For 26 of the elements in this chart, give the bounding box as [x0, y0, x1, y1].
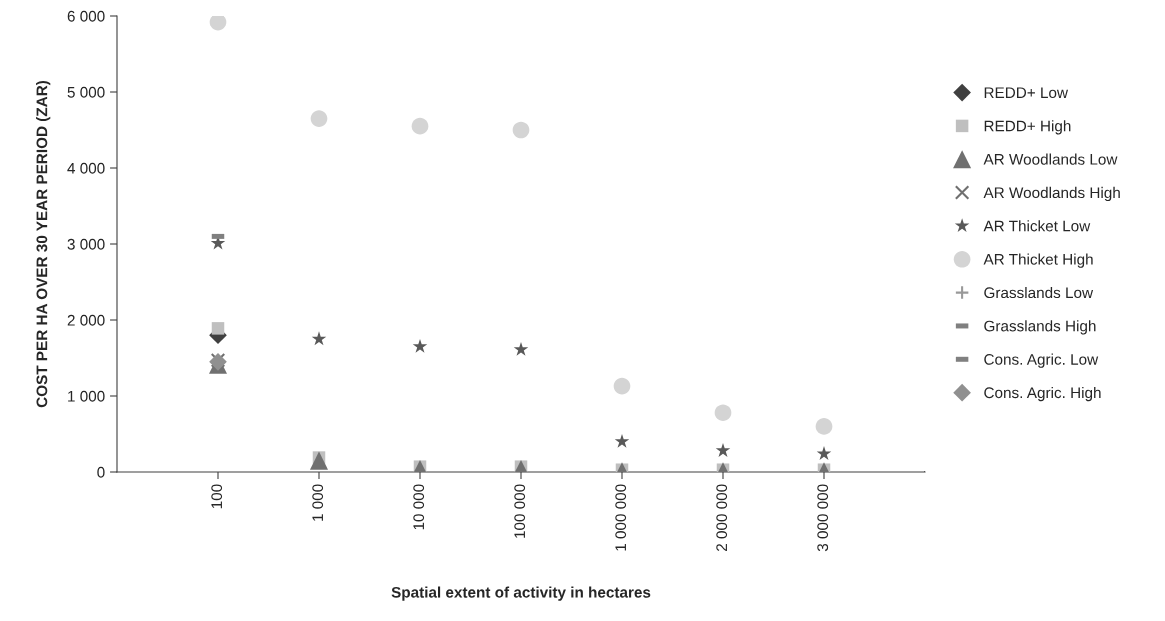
legend-label: Grasslands High [984, 320, 1096, 335]
x-tick-label: 100 000 [514, 484, 526, 538]
x-tick-label: 1 000 000 [615, 484, 627, 551]
legend-label: Cons. Agric. High [984, 386, 1101, 402]
legend-label: AR Woodlands High [983, 186, 1120, 202]
legend-label: Grasslands Low [984, 286, 1094, 299]
legend-label: REDD+ Low [984, 87, 1069, 99]
x-tick-label: 1 000 [312, 484, 324, 521]
y-tick-label: 0 [97, 466, 105, 478]
legend-label: AR Woodlands Low [983, 153, 1118, 165]
y-tick-label: 3 000 [67, 238, 105, 250]
y-axis-title: COST PER HA OVER 30 YEAR PERIOD (ZAR) [36, 80, 51, 408]
legend-label: REDD+ High [984, 120, 1071, 135]
legend-label: Cons. Agric. Low [984, 353, 1099, 368]
y-tick-label: 2 000 [67, 314, 105, 326]
y-tick-label: 6 000 [67, 10, 105, 22]
y-tick-label: 1 000 [68, 390, 105, 402]
legend-label: AR Thicket High [983, 253, 1093, 268]
legend-label: AR Thicket Low [983, 220, 1091, 232]
y-tick-label: 5 000 [67, 86, 105, 98]
x-tick-label: 10 000 [413, 484, 425, 530]
x-axis-title: Spatial extent of activity in hectares [391, 586, 651, 601]
x-tick-label: 3 000 000 [817, 484, 829, 552]
x-tick-label: 100 [211, 484, 223, 509]
x-tick-label: 2 000 000 [716, 484, 728, 551]
y-tick-label: 4 000 [67, 162, 105, 174]
